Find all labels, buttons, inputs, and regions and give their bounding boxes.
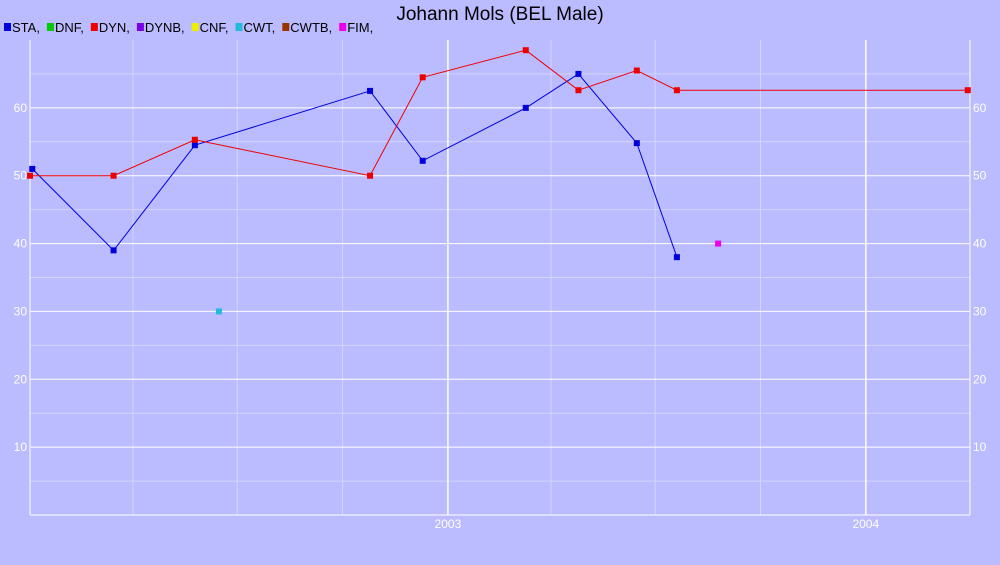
legend-swatch-cwt [235,23,243,31]
data-point-dyn [964,87,971,94]
legend-label-cwtb: CWTB, [290,20,332,35]
y-tick-label-left: 10 [14,440,28,454]
y-tick-label-left: 20 [14,372,28,386]
data-point-sta [419,157,426,164]
legend-swatch-dyn [90,23,98,31]
data-point-dyn [27,172,33,179]
data-point-sta [367,87,374,94]
plot-area: 10 10 20 20 30 30 40 40 50 50 60 60 2003 2004 [14,40,987,531]
data-point-dyn [633,67,640,74]
y-tick-label-left: 50 [14,169,28,183]
data-point-dyn [522,47,529,54]
legend-label-fim: FIM, [347,20,373,35]
data-point-dyn [367,172,374,179]
y-tick-label-right: 30 [973,304,987,318]
data-point-sta [191,142,198,149]
data-point-sta [575,70,582,77]
legend-swatch-cwtb [282,23,290,31]
data-point-dyn [673,87,680,94]
y-tick-label-left: 60 [14,101,28,115]
y-tick-label-right: 50 [973,169,987,183]
data-point-dyn [575,87,582,94]
y-tick-label-left: 40 [14,237,28,251]
legend-label-dnf: DNF, [55,20,84,35]
data-point-dyn [419,74,426,81]
legend-label-cnf: CNF, [200,20,229,35]
legend-swatch-dnf [46,23,54,31]
data-point-cwt [215,308,222,315]
x-tick-label: 2003 [435,517,462,531]
legend-swatch-dynb [136,23,144,31]
data-point-sta [29,165,36,172]
data-point-sta [110,247,117,254]
y-tick-label-right: 60 [973,101,987,115]
data-point-dyn [191,136,198,143]
y-tick-label-right: 10 [973,440,987,454]
data-point-fim [715,240,722,247]
y-tick-label-right: 20 [973,372,987,386]
data-point-sta [673,254,680,261]
data-point-sta [633,140,640,147]
chart-title: Johann Mols (BEL Male) [396,4,603,25]
y-tick-label-left: 30 [14,304,28,318]
legend-swatch-sta [4,23,11,31]
legend-swatch-cnf [191,23,199,31]
legend-label-dyn: DYN, [99,20,130,35]
legend-label-cwt: CWT, [244,20,276,35]
legend-swatch-fim [339,23,347,31]
legend-label-dynb: DYNB, [145,20,185,35]
data-point-dyn [110,172,117,179]
legend-label-sta: STA, [12,20,40,35]
data-point-sta [522,104,529,111]
x-tick-label: 2004 [852,517,879,531]
legend: STA, DNF, DYN, DYNB, CNF, CWT, CWTB, FIM, [4,20,373,35]
series-line-dyn [30,49,968,177]
y-tick-label-right: 40 [973,237,987,251]
